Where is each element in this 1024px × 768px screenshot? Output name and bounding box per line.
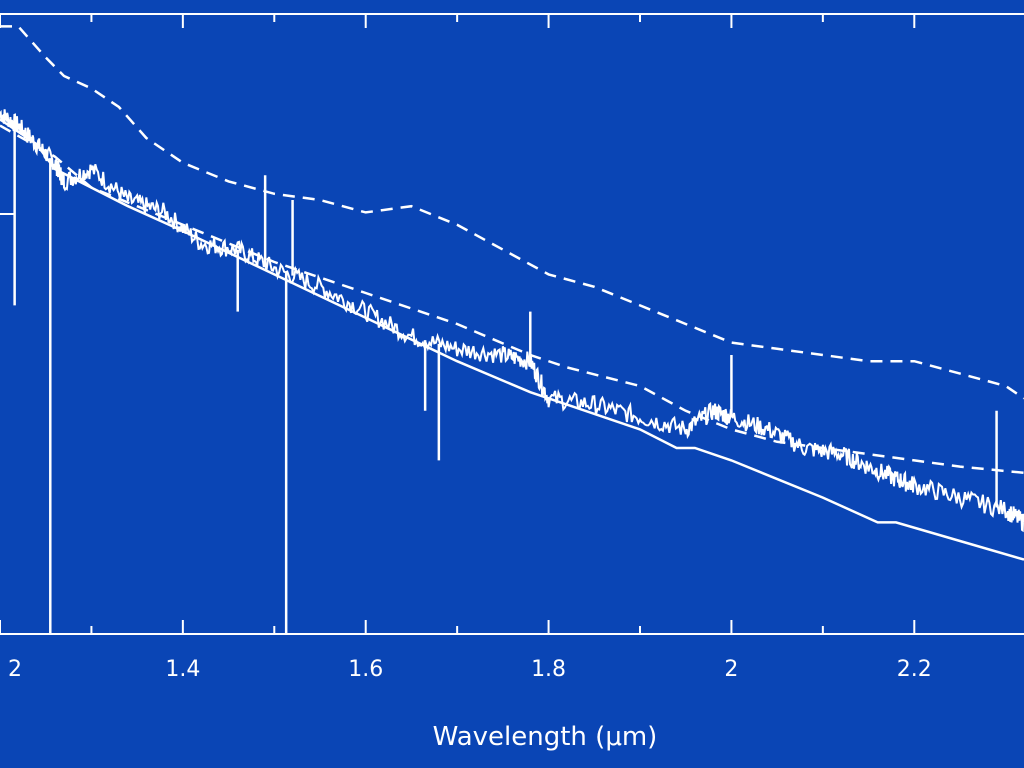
x-tick-label-3: 1.8 [531,657,566,682]
series-line-2 [0,124,1024,475]
x-tick-label-4: 2 [724,657,738,682]
x-axis-title: Wavelength (μm) [433,722,658,752]
x-tick-label-5: 2.2 [897,657,932,682]
x-axis-ticks [0,14,916,634]
x-tick-label-0: 2 [8,657,22,682]
spike-group [13,123,998,634]
x-axis-tick-labels: 2 1.4 1.6 1.8 2 2.2 [8,657,932,682]
series-line-3 [0,109,1024,533]
series-line-1 [0,25,1024,400]
x-tick-label-1: 1.4 [165,657,200,682]
series-group [0,25,1024,561]
x-tick-label-2: 1.6 [348,657,383,682]
